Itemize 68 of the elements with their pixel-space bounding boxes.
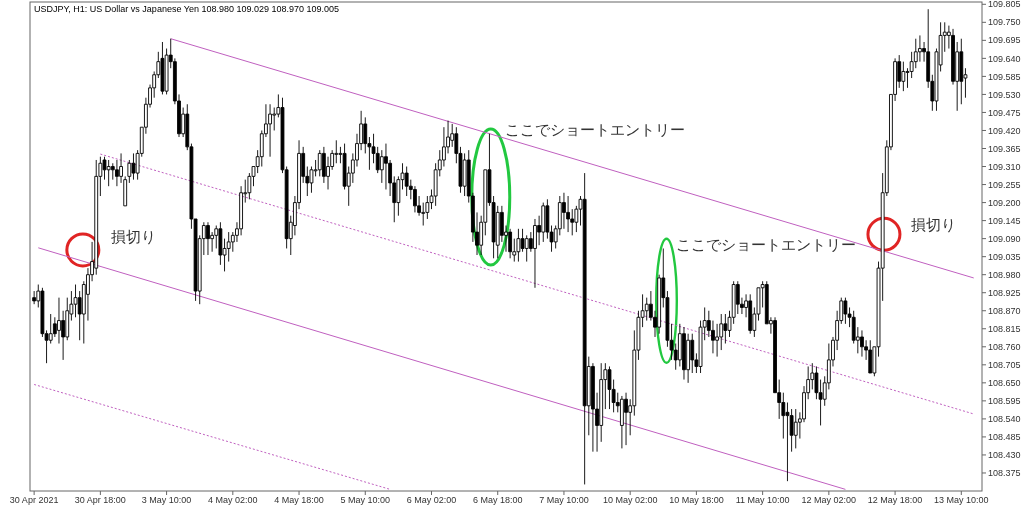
candlestick [607, 366, 612, 410]
x-tick-label: 12 May 18:00 [867, 495, 923, 505]
candlestick [582, 172, 587, 485]
candlestick [131, 152, 136, 181]
y-tick-label: 108.430 [988, 450, 1021, 461]
y-tick-label: 108.925 [988, 287, 1021, 298]
annotation: ここでショートエントリー [675, 235, 856, 253]
candlestick [206, 221, 210, 256]
candlestick [748, 293, 753, 335]
y-tick-label: 108.485 [988, 432, 1021, 443]
candlestick [160, 41, 165, 95]
x-tick-label: 10 May 18:00 [669, 495, 724, 505]
candlestick [404, 166, 409, 197]
candlestick [516, 228, 521, 263]
candlestick [106, 159, 111, 187]
candlestick [843, 297, 848, 325]
candlestick [624, 392, 628, 446]
x-tick-label: 30 Apr 2021 [9, 495, 59, 505]
y-tick-label: 108.375 [988, 468, 1021, 479]
y-tick-label: 109.530 [988, 89, 1021, 100]
candlestick [682, 326, 686, 381]
y-tick-label: 108.705 [988, 359, 1021, 370]
candlestick [268, 103, 272, 158]
x-tick-label: 3 May 10:00 [141, 495, 192, 505]
y-tick-label: 109.145 [988, 215, 1021, 226]
x-tick-label: 5 May 10:00 [340, 495, 391, 505]
y-tick-label: 108.650 [988, 377, 1021, 388]
y-tick-label: 109.365 [988, 143, 1021, 154]
x-tick-label: 4 May 02:00 [208, 495, 258, 505]
annotation: ここでショートエントリー [504, 121, 685, 139]
candlestick [620, 395, 624, 449]
y-tick-label: 109.420 [988, 125, 1021, 136]
y-tick-label: 108.870 [988, 305, 1021, 316]
x-tick-label: 12 May 02:00 [801, 495, 857, 505]
candlestick [541, 202, 546, 243]
y-tick-label: 109.585 [988, 71, 1021, 82]
y-tick-label: 109.750 [988, 17, 1021, 28]
candlestick [793, 408, 798, 449]
candlestick [868, 339, 873, 374]
candlestick [508, 228, 513, 259]
y-tick-label: 109.310 [988, 161, 1021, 172]
x-tick-label: 13 May 10:00 [934, 495, 989, 505]
x-tick-label: 6 May 18:00 [472, 495, 523, 505]
x-tick-label: 10 May 02:00 [602, 495, 658, 505]
x-tick-label: 11 May 10:00 [735, 495, 790, 505]
y-tick-label: 108.595 [988, 396, 1021, 407]
y-tick-label: 108.760 [988, 341, 1021, 352]
annotation: 損切り [110, 227, 156, 245]
y-tick-label: 109.695 [988, 35, 1021, 46]
annotation: 損切り [910, 216, 956, 234]
y-tick-label: 108.815 [988, 323, 1021, 334]
y-tick-label: 108.540 [988, 414, 1021, 425]
y-tick-label: 109.640 [988, 53, 1021, 64]
candlestick [533, 218, 537, 289]
y-tick-label: 109.035 [988, 251, 1021, 262]
y-tick-label: 109.200 [988, 197, 1021, 208]
chart-title: USDJPY, H1: US Dollar vs Japanese Yen 108.980 109.029 108.970 109.005 [34, 4, 340, 14]
y-tick-label: 109.805 [988, 0, 1021, 10]
y-tick-label: 109.475 [988, 107, 1021, 118]
y-tick-label: 109.255 [988, 179, 1021, 190]
y-tick-label: 109.090 [988, 233, 1021, 244]
x-tick-label: 7 May 10:00 [539, 495, 589, 505]
candlestick [860, 329, 864, 358]
candlestick [566, 195, 570, 233]
x-tick-label: 4 May 18:00 [274, 495, 324, 505]
y-tick-label: 108.980 [988, 269, 1021, 280]
x-tick-label: 30 Apr 18:00 [74, 495, 126, 505]
x-tick-label: 6 May 02:00 [406, 495, 457, 505]
